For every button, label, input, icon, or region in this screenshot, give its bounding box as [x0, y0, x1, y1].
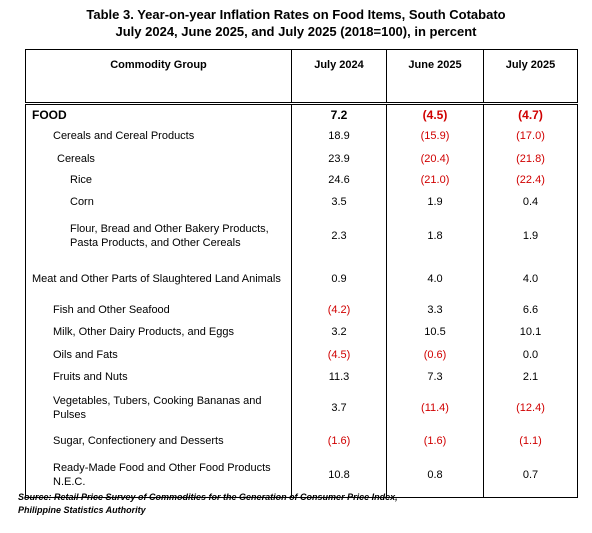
commodity-cell: FOOD: [25, 103, 292, 125]
commodity-cell: Ready-Made Food and Other Food Products …: [25, 453, 292, 498]
header-cell: July 2024: [291, 49, 387, 104]
header-cell: Commodity Group: [25, 49, 292, 104]
value-cell: (15.9): [386, 124, 484, 148]
header-cell: June 2025: [386, 49, 484, 104]
title: Table 3. Year-on-year Inflation Rates on…: [86, 7, 506, 22]
value-cell: (20.4): [386, 147, 484, 170]
value-cell: 6.6: [483, 298, 578, 321]
value-cell: (1.1): [483, 428, 578, 454]
value-cell: 0.0: [483, 343, 578, 366]
value-cell: 0.7: [483, 453, 578, 498]
commodity-cell: Vegetables, Tubers, Cooking Bananas and …: [25, 387, 292, 429]
value-cell: (4.7): [483, 103, 578, 125]
table-row: Milk, Other Dairy Products, and Eggs 3.2 1…: [25, 320, 578, 344]
commodity-cell: Cereals: [25, 147, 292, 170]
table-row: Rice 24.6 (21.0) (22.4): [25, 169, 578, 191]
value-cell: 11.3: [291, 365, 387, 388]
commodity-cell: Rice: [25, 169, 292, 191]
commodity-cell: Fruits and Nuts: [25, 365, 292, 388]
value-cell: 3.7: [291, 387, 387, 429]
value-cell: 10.1: [483, 320, 578, 344]
table-row: FOOD 7.2 (4.5) (4.7): [25, 103, 578, 125]
table-row: Fruits and Nuts 11.3 7.3 2.1: [25, 365, 578, 388]
table-row: Vegetables, Tubers, Cooking Bananas and …: [25, 387, 578, 429]
table-row: Corn 3.5 1.9 0.4: [25, 190, 578, 213]
value-cell: 10.5: [386, 320, 484, 344]
value-cell: 18.9: [291, 124, 387, 148]
value-cell: (21.0): [386, 169, 484, 191]
value-cell: 7.2: [291, 103, 387, 125]
table-row: Meat and Other Parts of Slaughtered Land…: [25, 259, 578, 299]
value-cell: 24.6: [291, 169, 387, 191]
value-cell: (1.6): [386, 428, 484, 454]
value-cell: 3.2: [291, 320, 387, 344]
value-cell: (0.6): [386, 343, 484, 366]
source: Philippine Statistics Authority: [18, 505, 146, 515]
commodity-cell: Sugar, Confectionery and Desserts: [25, 428, 292, 454]
table-row: Sugar, Confectionery and Desserts (1.6) (1…: [25, 428, 578, 454]
value-cell: (4.2): [291, 298, 387, 321]
value-cell: (21.8): [483, 147, 578, 170]
table-row: Cereals 23.9 (20.4) (21.8): [25, 147, 578, 170]
value-cell: (11.4): [386, 387, 484, 429]
value-cell: 2.3: [291, 212, 387, 260]
value-cell: (17.0): [483, 124, 578, 148]
value-cell: (4.5): [386, 103, 484, 125]
table: Commodity Group July 2024 June 2025 July…: [25, 49, 578, 498]
value-cell: 0.9: [291, 259, 387, 299]
commodity-cell: Meat and Other Parts of Slaughtered Land…: [25, 259, 292, 299]
commodity-cell: Flour, Bread and Other Bakery Products, …: [25, 212, 292, 260]
table-row: Flour, Bread and Other Bakery Products, …: [25, 212, 578, 260]
value-cell: 1.9: [483, 212, 578, 260]
value-cell: 23.9: [291, 147, 387, 170]
header-cell: July 2025: [483, 49, 578, 104]
value-cell: 1.8: [386, 212, 484, 260]
value-cell: 2.1: [483, 365, 578, 388]
commodity-cell: Oils and Fats: [25, 343, 292, 366]
value-cell: 4.0: [483, 259, 578, 299]
value-cell: 1.9: [386, 190, 484, 213]
value-cell: 3.5: [291, 190, 387, 213]
table-row: Ready-Made Food and Other Food Products …: [25, 453, 578, 498]
value-cell: 0.4: [483, 190, 578, 213]
value-cell: 10.8: [291, 453, 387, 498]
value-cell: (12.4): [483, 387, 578, 429]
value-cell: (1.6): [291, 428, 387, 454]
value-cell: 7.3: [386, 365, 484, 388]
table-row: Cereals and Cereal Products 18.9 (15.9) (17…: [25, 124, 578, 148]
value-cell: (4.5): [291, 343, 387, 366]
commodity-cell: Cereals and Cereal Products: [25, 124, 292, 148]
commodity-cell: Milk, Other Dairy Products, and Eggs: [25, 320, 292, 344]
source: Source: Retail Price Survey of Commoditi…: [18, 492, 398, 502]
title: July 2024, June 2025, and July 2025 (201…: [115, 24, 477, 39]
value-cell: 0.8: [386, 453, 484, 498]
table-body: FOOD 7.2 (4.5) (4.7) Cereals and Cereal Prod…: [25, 103, 578, 498]
table-row: Oils and Fats (4.5) (0.6) 0.0: [25, 343, 578, 366]
commodity-cell: Fish and Other Seafood: [25, 298, 292, 321]
table-row: Fish and Other Seafood (4.2) 3.3 6.6: [25, 298, 578, 321]
commodity-cell: Corn: [25, 190, 292, 213]
value-cell: (22.4): [483, 169, 578, 191]
header-row: Commodity Group July 2024 June 2025 July…: [25, 49, 578, 104]
value-cell: 4.0: [386, 259, 484, 299]
value-cell: 3.3: [386, 298, 484, 321]
